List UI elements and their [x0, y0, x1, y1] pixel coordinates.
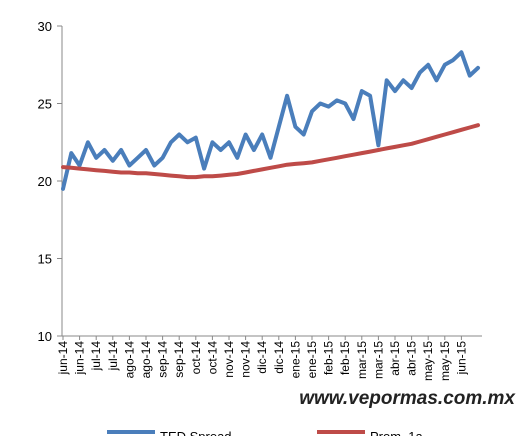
x-tick-label: mar-15 — [371, 341, 385, 379]
x-tick-label: mar-15 — [355, 341, 369, 379]
x-tick-label: may-15 — [421, 341, 435, 381]
y-tick-label: 20 — [38, 174, 52, 189]
x-tick-label: abr-15 — [405, 341, 419, 376]
x-tick-label: ago-14 — [139, 341, 153, 379]
x-tick-label: jul-14 — [89, 341, 103, 372]
x-tick-label: jun-15 — [454, 341, 468, 376]
series-line — [61, 123, 480, 180]
x-tick-label: nov-14 — [222, 341, 236, 378]
x-tick-label: oct-14 — [189, 341, 203, 375]
x-tick-label: nov-14 — [239, 341, 253, 378]
x-tick-label: dic-14 — [272, 341, 286, 374]
x-tick-label: ene-15 — [288, 341, 302, 379]
watermark: www.vepormas.com.mx — [299, 388, 516, 409]
y-tick-label: 25 — [38, 97, 52, 112]
x-tick-label: abr-15 — [388, 341, 402, 376]
y-tick-label: 15 — [38, 252, 52, 267]
x-tick-label: may-15 — [438, 341, 452, 381]
x-tick-label: feb-15 — [322, 341, 336, 375]
x-tick-label: sep-14 — [156, 341, 170, 378]
x-tick-label: feb-15 — [338, 341, 352, 375]
x-tick-label: jun-14 — [56, 341, 70, 376]
x-tick-label: ene-15 — [305, 341, 319, 379]
x-tick-label: ago-14 — [122, 341, 136, 379]
legend-label: Prom. 1a — [370, 429, 424, 436]
x-tick-label: oct-14 — [205, 341, 219, 375]
y-tick-label: 10 — [38, 329, 52, 344]
x-tick-label: sep-14 — [172, 341, 186, 378]
x-tick-label: dic-14 — [255, 341, 269, 374]
x-tick-label: jun-14 — [73, 341, 87, 376]
x-tick-label: jul-14 — [106, 341, 120, 372]
legend-label: TED Spread — [160, 429, 232, 436]
y-tick-label: 30 — [38, 19, 52, 34]
series-line — [61, 50, 480, 191]
